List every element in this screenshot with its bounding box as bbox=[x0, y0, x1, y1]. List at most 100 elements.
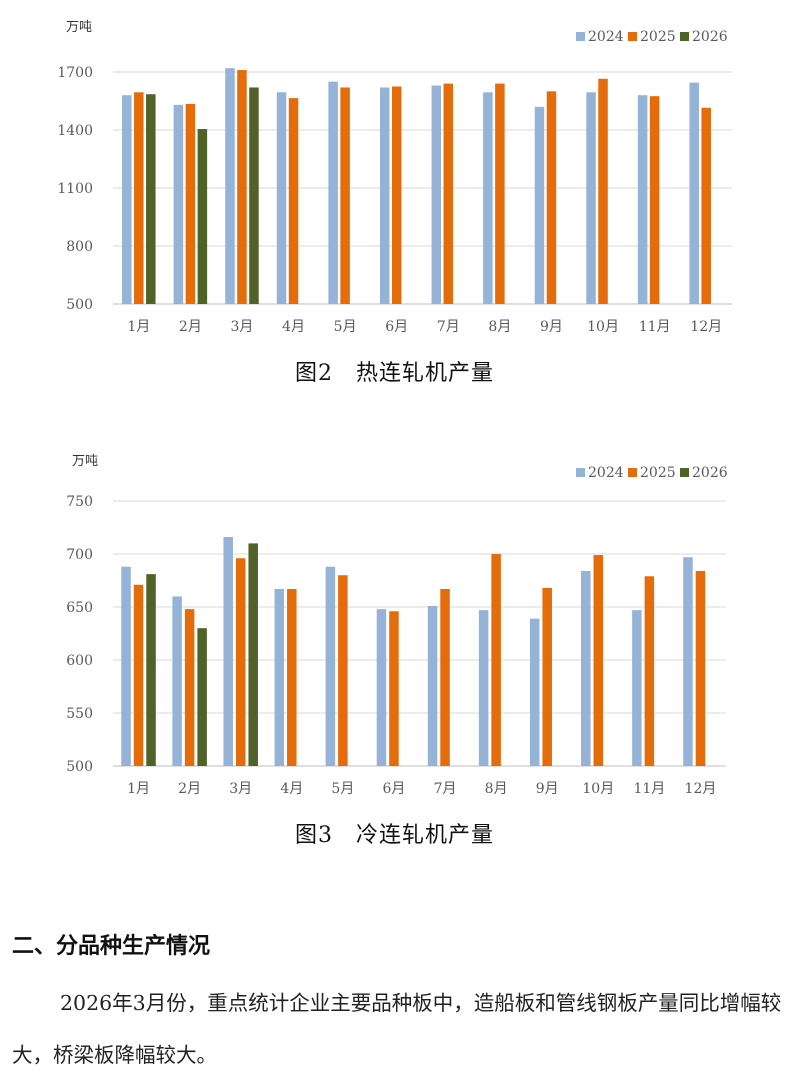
fig2-bar-2024-3 bbox=[225, 68, 235, 304]
fig3-bar-2025-6 bbox=[389, 611, 399, 766]
fig3-legend-label-2025: 2025 bbox=[640, 465, 676, 481]
fig2-x-tick-label: 10月 bbox=[587, 319, 619, 335]
fig2-x-tick-label: 6月 bbox=[385, 319, 408, 335]
figure-2-caption: 图2 热连轧机产量 bbox=[295, 361, 494, 386]
fig3-bar-2024-7 bbox=[427, 605, 438, 766]
fig2-bar-2024-10 bbox=[586, 92, 596, 304]
fig2-bar-2025-7 bbox=[443, 83, 454, 304]
fig2-legend-label-2026: 2026 bbox=[692, 29, 728, 45]
fig3-bar-2026-1 bbox=[146, 574, 156, 766]
fig3-x-tick-label: 3月 bbox=[229, 781, 252, 797]
fig2-bar-2024-4 bbox=[276, 92, 287, 304]
figure-2-chart: 万吨 500 800 1100 1400 1700 1月 2月 3月 4月 5月 6月 7月 8月 9月 10… bbox=[0, 0, 789, 345]
fig2-bar-2025-8 bbox=[495, 83, 505, 304]
fig3-y-tick-label: 600 bbox=[66, 653, 93, 669]
fig3-x-tick-label: 12月 bbox=[685, 781, 717, 797]
fig3-bar-2026-3 bbox=[248, 543, 258, 766]
fig2-bar-2025-3 bbox=[237, 70, 247, 304]
fig2-y-tick-label: 1100 bbox=[57, 181, 93, 197]
figure-3-chart: 万吨 500 550 600 650 700 750 1月 2月 3月 4月 5月 6月 7月 8月 9月 10… bbox=[0, 440, 789, 810]
fig3-y-tick-label: 550 bbox=[66, 706, 93, 722]
fig2-bar-2024-6 bbox=[379, 87, 390, 304]
fig3-bar-2024-6 bbox=[376, 609, 387, 766]
fig2-bar-2026-2 bbox=[197, 129, 208, 304]
fig3-bar-2024-9 bbox=[529, 618, 540, 766]
fig2-x-tick-label: 7月 bbox=[437, 319, 460, 335]
fig3-bar-2024-5 bbox=[325, 566, 336, 766]
fig2-bar-2024-12 bbox=[689, 82, 699, 304]
fig3-bar-2024-2 bbox=[172, 596, 182, 766]
fig3-y-tick-label: 750 bbox=[66, 494, 93, 510]
fig2-bar-2024-2 bbox=[173, 104, 184, 304]
section-heading: 二、分品种生产情况 bbox=[12, 934, 211, 959]
section-paragraph: 2026年3月份，重点统计企业主要品种板中，造船板和管线钢板产量同比增幅较大，桥… bbox=[12, 977, 782, 1081]
fig2-bar-2024-11 bbox=[637, 95, 648, 304]
fig2-x-tick-label: 8月 bbox=[488, 319, 511, 335]
fig2-y-tick-label: 500 bbox=[66, 297, 93, 313]
fig3-y-tick-label: 700 bbox=[66, 547, 93, 563]
fig2-legend-swatch-2026 bbox=[680, 32, 689, 41]
fig2-bar-2026-3 bbox=[249, 87, 259, 304]
fig3-bar-2024-3 bbox=[223, 537, 233, 766]
fig2-bar-2025-2 bbox=[185, 103, 196, 305]
fig2-x-tick-label: 12月 bbox=[690, 319, 722, 335]
fig3-x-tick-label: 2月 bbox=[178, 781, 201, 797]
fig3-x-tick-label: 5月 bbox=[331, 781, 354, 797]
fig3-bar-2024-4 bbox=[274, 588, 285, 766]
fig2-bar-2025-12 bbox=[701, 107, 711, 305]
fig2-y-tick-label: 1700 bbox=[57, 65, 93, 81]
fig2-x-tick-label: 2月 bbox=[179, 319, 202, 335]
fig2-x-tick-label: 1月 bbox=[127, 319, 150, 335]
fig3-bar-2025-12 bbox=[695, 570, 706, 766]
fig3-legend-swatch-2024 bbox=[576, 468, 585, 477]
fig3-bar-2024-8 bbox=[478, 610, 489, 766]
fig2-x-tick-label: 5月 bbox=[334, 319, 357, 335]
fig3-bar-2025-9 bbox=[542, 587, 552, 766]
fig3-legend-swatch-2026 bbox=[680, 468, 689, 477]
fig2-bar-2024-8 bbox=[483, 92, 493, 304]
paragraph-text: 2026年3月份，重点统计企业主要品种板中，造船板和管线钢板产量同比增幅较大，桥… bbox=[12, 991, 782, 1067]
fig2-x-tick-label: 9月 bbox=[540, 319, 563, 335]
fig3-bar-2025-2 bbox=[184, 609, 195, 766]
fig3-bar-2025-10 bbox=[593, 555, 604, 766]
fig3-bar-2024-12 bbox=[683, 557, 693, 766]
fig3-x-tick-label: 10月 bbox=[582, 781, 614, 797]
fig3-bar-2026-2 bbox=[197, 628, 207, 766]
fig3-bar-2025-7 bbox=[440, 588, 450, 766]
fig3-x-tick-label: 4月 bbox=[280, 781, 303, 797]
fig3-y-tick-label: 650 bbox=[66, 600, 93, 616]
fig3-bar-2025-1 bbox=[133, 584, 144, 766]
fig2-x-tick-label: 4月 bbox=[282, 319, 305, 335]
figure-2-svg: 万吨 500 800 1100 1400 1700 1月 2月 3月 4月 5月 6月 7月 8月 9月 10… bbox=[57, 20, 732, 335]
fig2-y-tick-label: 800 bbox=[66, 239, 93, 255]
fig2-x-tick-label: 11月 bbox=[639, 319, 671, 335]
fig2-bar-2025-10 bbox=[598, 78, 608, 305]
fig3-x-tick-label: 8月 bbox=[485, 781, 508, 797]
fig3-unit-label: 万吨 bbox=[72, 454, 98, 469]
fig2-bar-2026-1 bbox=[146, 94, 156, 304]
fig3-legend-label-2024: 2024 bbox=[588, 465, 624, 481]
fig2-legend-swatch-2025 bbox=[628, 32, 637, 41]
fig2-bar-2025-5 bbox=[340, 87, 350, 304]
fig3-legend-label-2026: 2026 bbox=[692, 465, 728, 481]
fig2-bar-2024-7 bbox=[431, 85, 442, 305]
fig3-bar-2025-11 bbox=[644, 576, 655, 766]
fig3-bar-2024-11 bbox=[632, 610, 642, 766]
fig2-unit-label: 万吨 bbox=[66, 20, 92, 35]
fig3-x-tick-label: 9月 bbox=[536, 781, 559, 797]
fig3-x-tick-label: 11月 bbox=[633, 781, 665, 797]
fig3-bar-2025-3 bbox=[235, 558, 246, 766]
fig2-bar-2025-6 bbox=[391, 86, 402, 304]
fig3-x-tick-label: 1月 bbox=[127, 781, 150, 797]
fig3-bar-2025-4 bbox=[287, 588, 297, 766]
fig3-bar-2025-5 bbox=[338, 575, 348, 766]
fig2-bar-2025-1 bbox=[134, 92, 144, 304]
fig2-bar-2024-1 bbox=[122, 95, 132, 304]
fig3-x-tick-label: 6月 bbox=[382, 781, 405, 797]
fig2-bar-2024-5 bbox=[328, 81, 338, 305]
fig2-bar-2025-9 bbox=[546, 91, 557, 304]
fig2-bar-2024-9 bbox=[534, 106, 545, 304]
fig2-legend-swatch-2024 bbox=[576, 32, 585, 41]
fig2-legend-label-2024: 2024 bbox=[588, 29, 624, 45]
fig3-bar-2025-8 bbox=[491, 554, 501, 766]
